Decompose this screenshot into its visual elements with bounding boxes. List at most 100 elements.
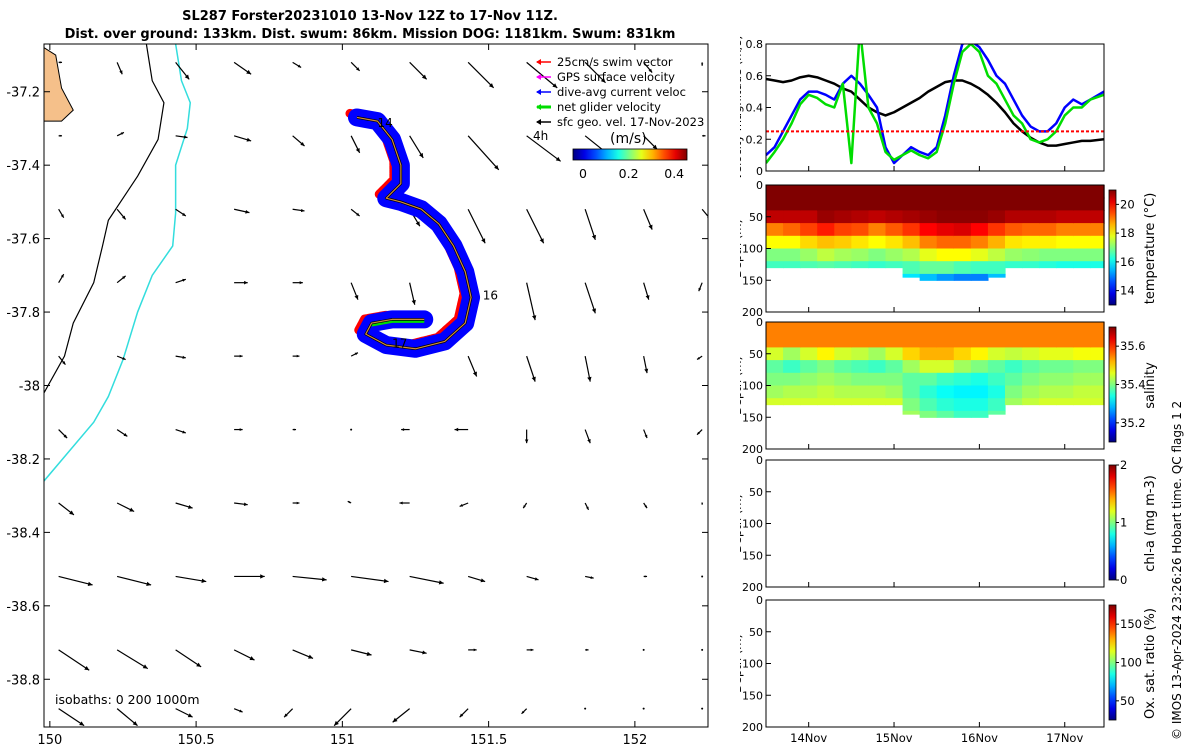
geo-velocity-arrow: [643, 209, 653, 230]
arrow-head: [698, 287, 702, 292]
heatmap-cell: [817, 347, 835, 361]
geo-velocity-arrow: [584, 502, 590, 511]
arrow-head: [300, 142, 305, 147]
heatmap-cell: [868, 385, 887, 399]
heatmap-cell: [868, 210, 887, 224]
heatmap-cell: [970, 261, 989, 275]
heatmap-cell: [1073, 372, 1091, 387]
y-tick-label: 0: [756, 594, 763, 607]
heatmap-cell: [817, 185, 835, 199]
arrow-head: [239, 428, 243, 431]
heatmap-cell: [902, 398, 921, 412]
heatmap-cell: [817, 197, 835, 211]
heatmap-cell: [919, 360, 938, 374]
heatmap-cell: [970, 385, 989, 399]
arrow-head: [63, 434, 68, 439]
arrow-head: [356, 212, 360, 217]
colorbar-tick-label: 150: [1120, 617, 1142, 631]
arrow-head: [196, 662, 202, 667]
heatmap-cell: [1039, 185, 1057, 199]
heatmap-cell: [1090, 322, 1105, 336]
heatmap-cell: [817, 322, 835, 336]
geo-velocity-arrow: [116, 429, 128, 437]
geo-velocity-arrow: [175, 355, 186, 359]
heatmap-cell: [766, 261, 784, 269]
heatmap-cell: [1073, 210, 1091, 224]
colorbar-label: temperature (°C): [1143, 193, 1158, 305]
heatmap-cell: [1073, 398, 1091, 406]
geo-velocity-arrow: [399, 501, 410, 505]
arrow-head: [60, 214, 64, 218]
heatmap-cell: [970, 360, 989, 374]
geo-velocity-arrow: [642, 707, 645, 710]
heatmap-cell: [919, 235, 938, 250]
heatmap-cell: [868, 235, 887, 250]
heatmap-cell: [783, 334, 801, 348]
arrow-head: [354, 352, 358, 356]
heatmap-cell: [868, 372, 887, 387]
arrow-shaft: [467, 135, 500, 171]
geo-velocity-arrow: [58, 708, 85, 727]
y-tick-label: 200: [742, 581, 763, 594]
colorbar-tick-label: 50: [1120, 694, 1135, 708]
geo-velocity-arrow: [701, 502, 704, 505]
geo-velocity-arrow: [350, 282, 359, 300]
geo-velocity-arrow: [292, 428, 297, 431]
heatmap-cell: [1056, 398, 1074, 406]
heatmap-cell: [1022, 372, 1040, 387]
heatmap-cell: [783, 210, 801, 224]
geo-velocity-arrow: [116, 575, 152, 586]
heatmap-cell: [1004, 372, 1023, 387]
arrow-head: [645, 295, 650, 300]
geo-velocity-arrow: [409, 649, 427, 655]
arrow-head: [188, 504, 193, 509]
heatmap-cell: [868, 248, 887, 262]
panel-colorbar: [1108, 464, 1117, 581]
heatmap-cell: [800, 322, 818, 336]
colorbar-tick-label: 20: [1120, 197, 1135, 211]
heatmap-cell: [885, 197, 904, 211]
arrow-head: [299, 281, 303, 285]
arrow-head: [321, 577, 327, 582]
geo-velocity-arrow: [292, 135, 305, 147]
heatmap-cell: [766, 210, 784, 224]
heatmap-cell: [766, 398, 784, 406]
heatmap-cell: [1090, 185, 1105, 199]
heatmap-cell: [1039, 248, 1057, 262]
arrow-head: [260, 574, 265, 579]
heatmap-cell: [1039, 360, 1057, 374]
heatmap-cell: [766, 235, 784, 250]
heatmap-cell: [1056, 185, 1074, 199]
heatmap-cell: [1073, 185, 1091, 199]
heatmap-cell: [1056, 372, 1074, 387]
y-tick-label: 100: [742, 658, 763, 671]
isobath-0m: [44, 44, 165, 394]
y-tick-label: 50: [749, 626, 763, 639]
heatmap-cell: [1004, 334, 1023, 348]
geo-velocity-arrow: [524, 429, 529, 444]
heatmap-cell: [1004, 398, 1023, 406]
arrow-head: [644, 434, 648, 439]
x-tick-label: 151.5: [470, 733, 507, 748]
arrow-head: [419, 152, 424, 158]
heatmap-cell: [851, 223, 870, 237]
geo-velocity-arrow: [292, 354, 300, 358]
heatmap-cell: [1056, 223, 1074, 237]
heatmap-cell: [1073, 360, 1091, 374]
legend-entry: 25cm/s swim vector: [536, 55, 673, 69]
arrow-head: [591, 308, 596, 314]
heatmap-cell: [953, 223, 972, 237]
heatmap-cell: [1022, 398, 1040, 406]
arrow-head: [84, 665, 90, 671]
y-tick-label: -37.2: [6, 86, 40, 101]
geo-velocity-arrow: [58, 134, 63, 137]
arrow-head: [480, 578, 486, 583]
geo-velocity-arrow: [698, 282, 703, 292]
heatmap-cell: [953, 334, 972, 348]
heatmap-cell: [1004, 210, 1023, 224]
arrow-head: [531, 376, 536, 382]
heatmap-cell: [1056, 197, 1074, 211]
y-tick-label: 100: [742, 243, 763, 256]
map-frame: [43, 43, 709, 728]
heatmap-cell: [987, 235, 1006, 250]
